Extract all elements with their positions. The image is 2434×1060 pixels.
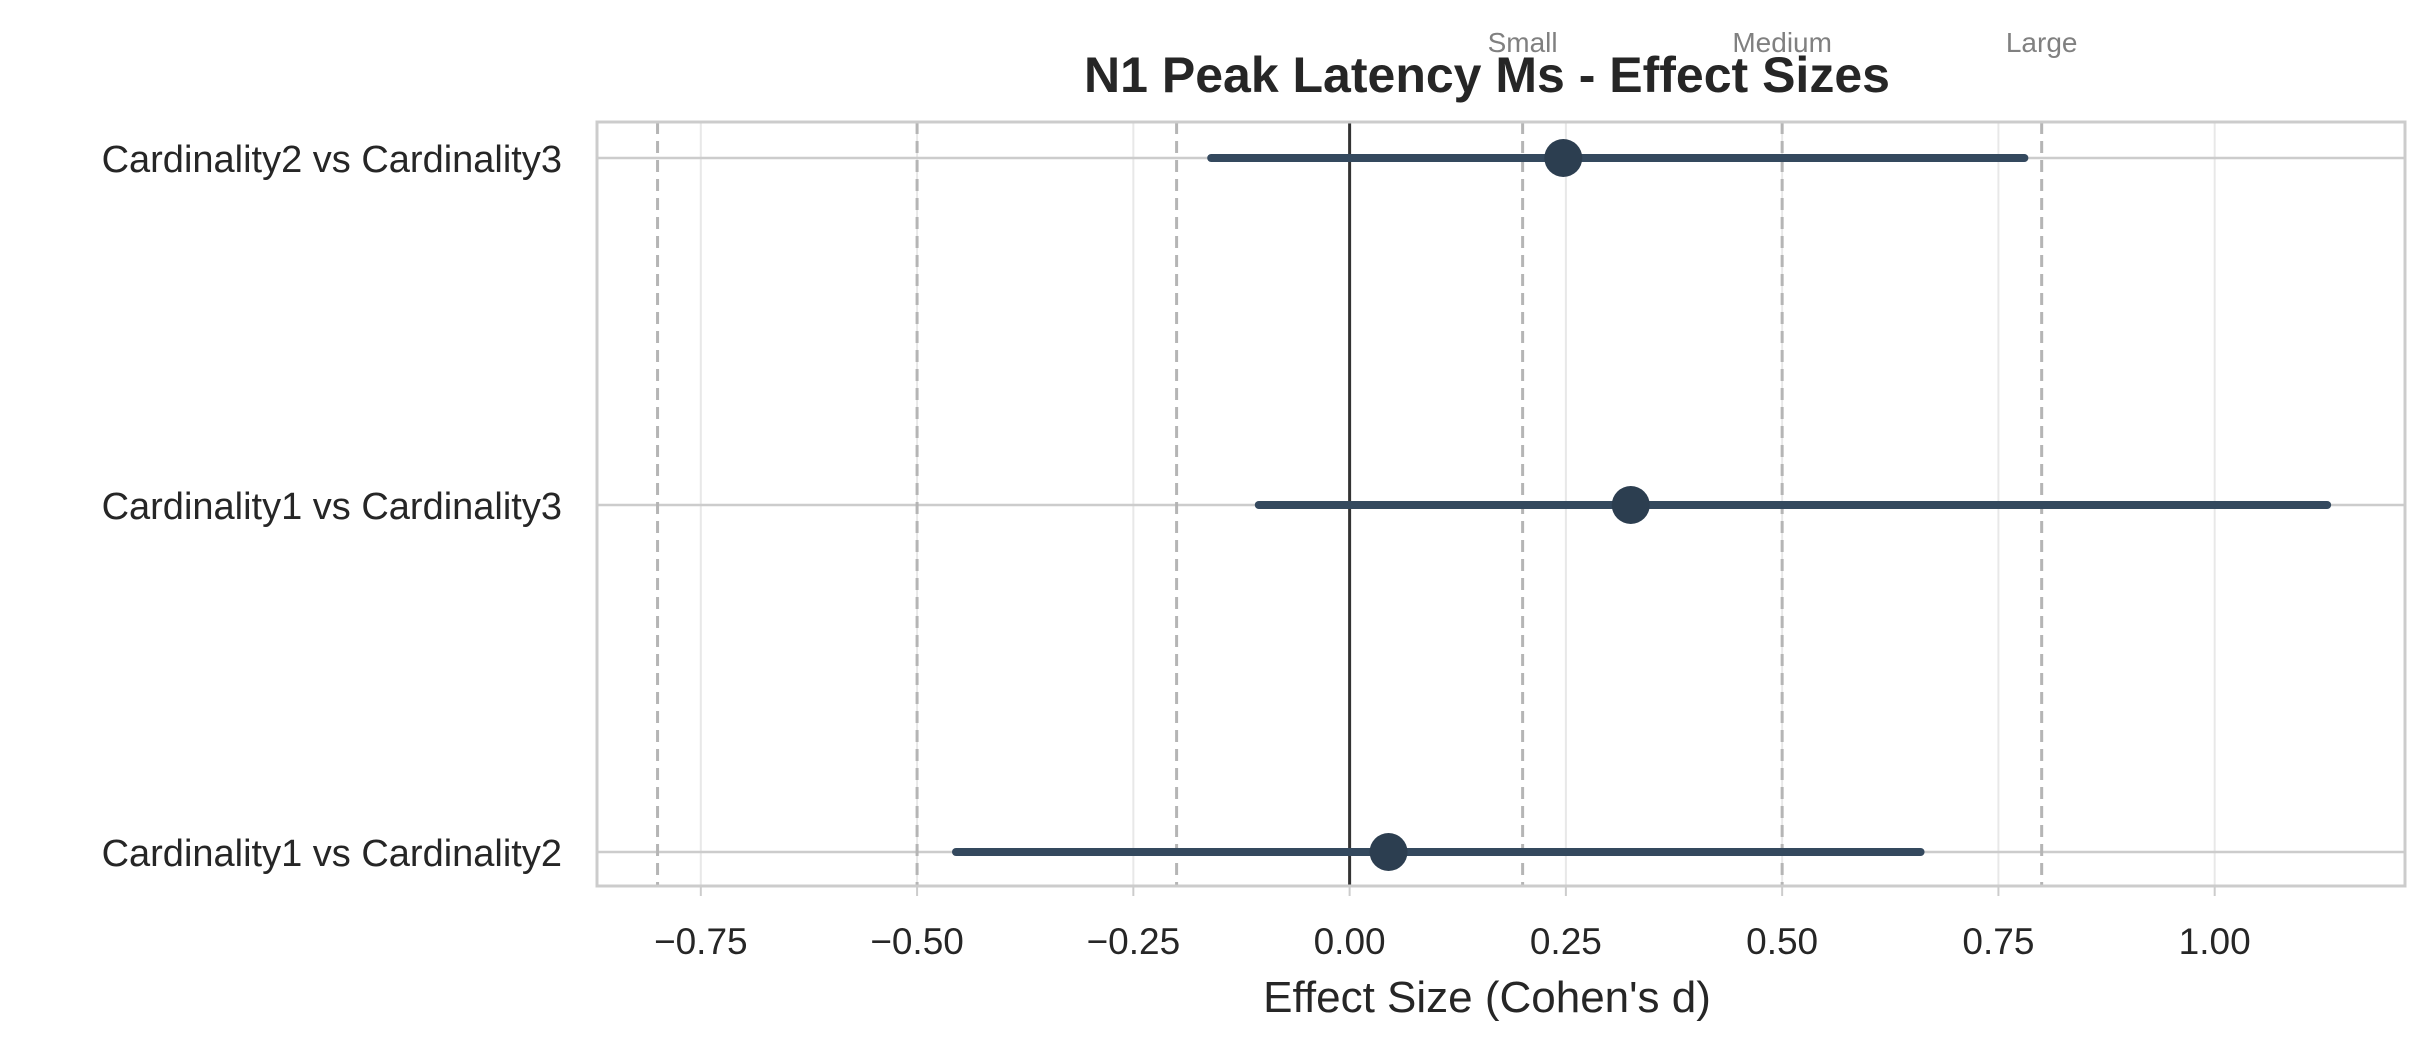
x-axis-label: Effect Size (Cohen's d) [1263,973,1711,1022]
y-tick-label: Cardinality1 vs Cardinality3 [102,486,562,528]
x-tick-label: 0.25 [1530,921,1602,962]
x-tick-label: −0.75 [654,921,748,962]
y-tick-label: Cardinality1 vs Cardinality2 [102,833,562,875]
x-tick-label: 0.00 [1314,921,1386,962]
x-tick-label: 1.00 [2179,921,2251,962]
chart-title: N1 Peak Latency Ms - Effect Sizes [1084,47,1890,103]
label-layer: Small Medium Large Cardinality2 vs Cardinal… [102,27,2251,962]
effect-point [1611,486,1650,524]
y-tick-label: Cardinality2 vs Cardinality3 [102,139,562,181]
x-tick-label: 0.50 [1746,921,1818,962]
x-tick-label: 0.75 [1962,921,2034,962]
x-tick-label: −0.25 [1087,921,1181,962]
reference-label: Medium [1732,27,1832,58]
effect-point [1544,139,1583,177]
reference-label: Large [2006,27,2078,58]
reference-label: Small [1488,27,1558,58]
effect-point [1369,833,1408,871]
x-tick-label: −0.50 [870,921,964,962]
plot-frame [595,120,2407,888]
data-layer [952,139,2332,871]
